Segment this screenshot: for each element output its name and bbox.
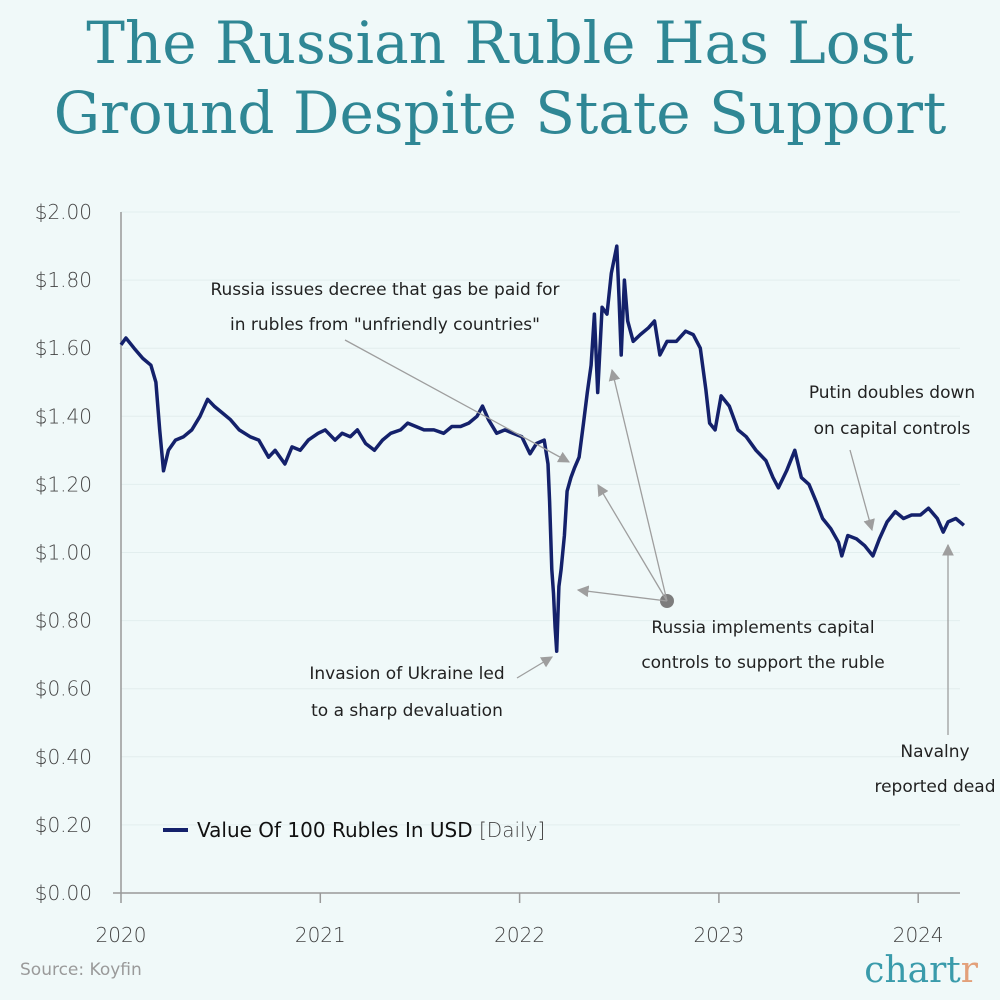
y-tick-label: $0.60: [35, 677, 92, 701]
annotation-invasion-line: to a sharp devaluation: [311, 701, 503, 721]
y-tick-label: $1.00: [35, 541, 92, 565]
annotation-invasion-line: Invasion of Ukraine led: [309, 664, 504, 684]
source-note: Source: Koyfin: [20, 960, 142, 980]
annotation-gas-line: Russia issues decree that gas be paid fo…: [210, 280, 559, 300]
arrow-putin: [849, 449, 875, 532]
legend: Value Of 100 Rubles In USD [Daily]: [163, 818, 545, 842]
y-tick-label: $0.20: [35, 813, 92, 837]
annotation-navalny-line: Navalny: [900, 742, 969, 762]
y-tick-label: $1.60: [35, 336, 92, 360]
title-line-2: Ground Despite State Support: [53, 79, 947, 147]
arrow-controls-3: [576, 585, 668, 602]
y-tick-label: $0.80: [35, 609, 92, 633]
arrow-invasion: [516, 656, 554, 679]
series-line-rubles-usd: [119, 244, 966, 653]
x-tick-label: 2022: [494, 923, 545, 947]
legend-label: Value Of 100 Rubles In USD [Daily]: [197, 818, 545, 842]
annotation-putin-line: on capital controls: [814, 419, 971, 439]
y-tick-label: $0.00: [35, 881, 92, 905]
x-tick-label: 2020: [96, 923, 147, 947]
y-tick-label: $1.40: [35, 404, 92, 428]
y-tick-label: $0.40: [35, 745, 92, 769]
annotation-gas-line: in rubles from "unfriendly countries": [230, 315, 540, 335]
annotation-navalny-line: reported dead: [874, 777, 995, 797]
arrow-controls-2: [597, 483, 668, 602]
annotation-controls-line: Russia implements capital: [651, 618, 874, 638]
x-tick-label: 2023: [693, 923, 744, 947]
arrow-gas-decree: [344, 339, 571, 463]
chartr-logo: chartr: [864, 950, 978, 991]
annotation-putin-line: Putin doubles down: [809, 383, 975, 403]
arrow-controls-1: [608, 368, 668, 602]
y-tick-label: $1.20: [35, 472, 92, 496]
chart-title: The Russian Ruble Has Lost Ground Despit…: [0, 8, 1000, 148]
x-tick-label: 2021: [295, 923, 346, 947]
x-tick-label: 2024: [893, 923, 944, 947]
y-tick-label: $1.80: [35, 268, 92, 292]
title-line-1: The Russian Ruble Has Lost: [86, 9, 914, 77]
annotation-controls-line: controls to support the ruble: [641, 653, 884, 673]
y-tick-label: $2.00: [35, 200, 92, 224]
